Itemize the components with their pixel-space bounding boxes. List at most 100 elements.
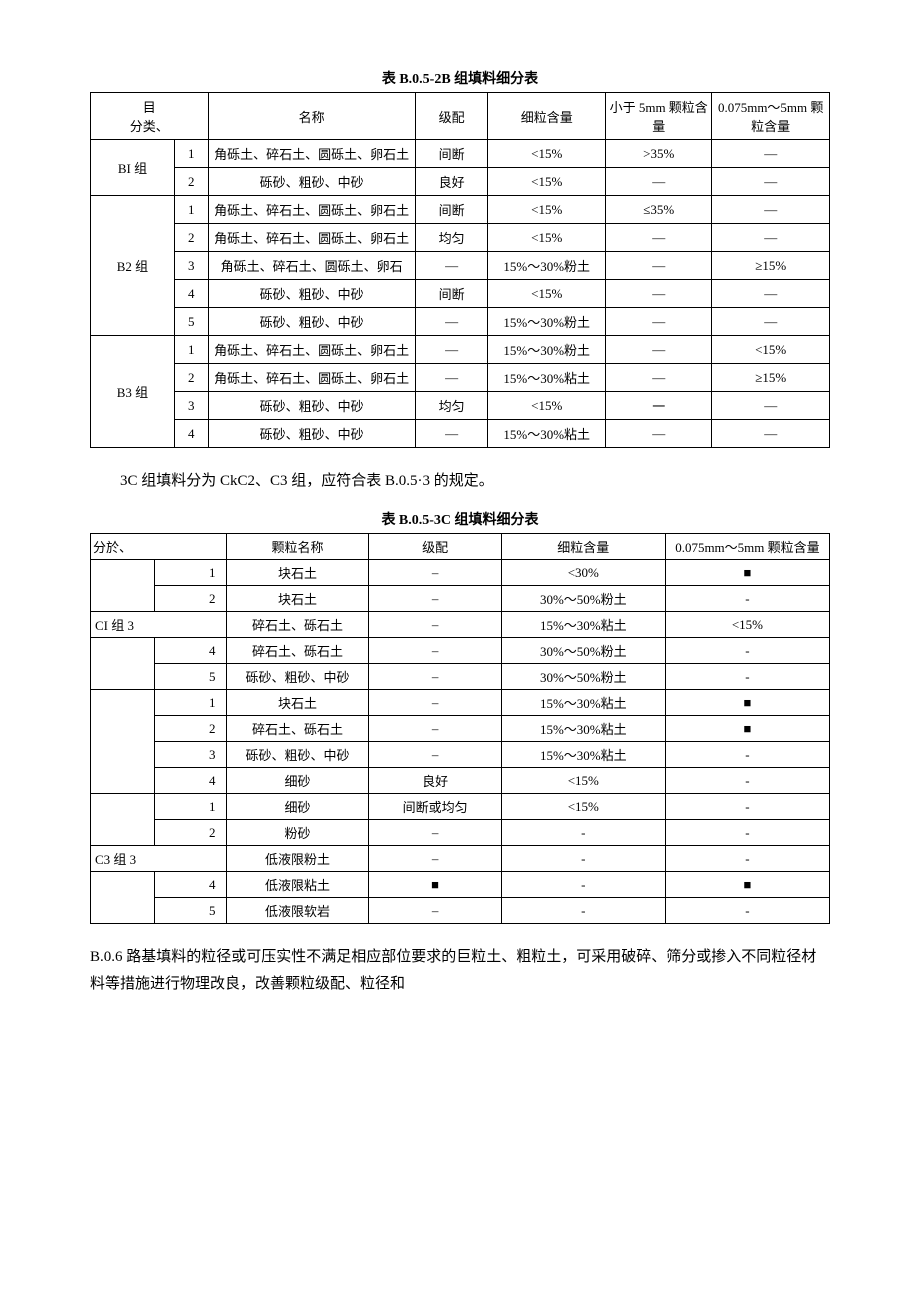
- table-row: 3 砾砂、粗砂、中砂 – 15%～30%粘土 -: [91, 742, 830, 768]
- cell: –: [369, 612, 501, 638]
- cell: —: [606, 308, 712, 336]
- table-row: 1 块石土 – 15%～30%粘土 ■: [91, 690, 830, 716]
- cell: 砾砂、粗砂、中砂: [226, 664, 369, 690]
- cell: 30%～50%粉土: [501, 638, 665, 664]
- table-b053c: 分於、 颗粒名称 级配 细粒含量 0.075mm～5mm 颗粒含量 1 块石土 …: [90, 533, 830, 924]
- cell: -: [665, 742, 829, 768]
- cell: <15%: [501, 794, 665, 820]
- table-row: 2 粉砂 – - -: [91, 820, 830, 846]
- cell: –: [369, 716, 501, 742]
- t2-h2: 颗粒名称: [226, 534, 369, 560]
- cell: 2: [154, 716, 226, 742]
- cell: —: [415, 364, 488, 392]
- cell: 1: [174, 336, 208, 364]
- cell: —: [712, 196, 830, 224]
- cell: 砾砂、粗砂、中砂: [208, 168, 415, 196]
- cell: 1: [154, 794, 226, 820]
- cell: —: [606, 336, 712, 364]
- t1-g2: B3 组: [91, 336, 175, 448]
- cell: 细砂: [226, 768, 369, 794]
- cell: 15%～30%粉土: [488, 308, 606, 336]
- table-row: 2 角砾土、碎石土、圆砾土、卵石土 均匀 <15% — —: [91, 224, 830, 252]
- cell: -: [665, 638, 829, 664]
- cell: 15%～30%粘土: [501, 716, 665, 742]
- cell: 角砾土、碎石土、圆砾土、卵石土: [208, 196, 415, 224]
- cell: <15%: [712, 336, 830, 364]
- cell: <15%: [488, 168, 606, 196]
- table-row: CI 组 3 碎石土、砾石土 – 15%～30%粘土 <15%: [91, 612, 830, 638]
- cell: 1: [174, 140, 208, 168]
- cell: –: [369, 898, 501, 924]
- table2-header-row: 分於、 颗粒名称 级配 细粒含量 0.075mm～5mm 颗粒含量: [91, 534, 830, 560]
- cell: 间断或均匀: [369, 794, 501, 820]
- table-row: 1 块石土 – <30% ■: [91, 560, 830, 586]
- cell: ■: [665, 872, 829, 898]
- cell: —: [606, 420, 712, 448]
- cell: —: [606, 364, 712, 392]
- cell: -: [665, 794, 829, 820]
- cell: 低液限粘土: [226, 872, 369, 898]
- table-row: 3 角砾土、碎石土、圆砾土、卵石 — 15%～30%粉土 — ≥15%: [91, 252, 830, 280]
- cell: —: [606, 168, 712, 196]
- t2-h3: 级配: [369, 534, 501, 560]
- table-row: 2 碎石土、砾石土 – 15%～30%粘土 ■: [91, 716, 830, 742]
- cell: —: [712, 420, 830, 448]
- cell: 碎石土、砾石土: [226, 612, 369, 638]
- cell: 5: [174, 308, 208, 336]
- cell: 角砾土、碎石土、圆砾土、卵石: [208, 252, 415, 280]
- cell: 细砂: [226, 794, 369, 820]
- cell: -: [665, 664, 829, 690]
- cell: <15%: [488, 196, 606, 224]
- table1-title: 表 B.0.5-2B 组填料细分表: [90, 68, 830, 88]
- cell: 块石土: [226, 690, 369, 716]
- cell: 15%～30%粘土: [501, 690, 665, 716]
- cell: 均匀: [415, 224, 488, 252]
- cell: 3: [154, 742, 226, 768]
- table-b052b: 目 分类、 名称 级配 细粒含量 小于 5mm 颗粒含量 0.075mm～5mm…: [90, 92, 830, 448]
- cell: 2: [174, 168, 208, 196]
- cell: 2: [154, 820, 226, 846]
- cell: <15%: [665, 612, 829, 638]
- cell: 角砾土、碎石土、圆砾土、卵石土: [208, 140, 415, 168]
- cell: –: [369, 820, 501, 846]
- cell: 粉砂: [226, 820, 369, 846]
- table-row: C3 组 3 低液限粉土 – - -: [91, 846, 830, 872]
- cell: 良好: [369, 768, 501, 794]
- cell: —: [712, 168, 830, 196]
- table-row: 3 砾砂、粗砂、中砂 均匀 <15% 一 —: [91, 392, 830, 420]
- table-row: 2 块石土 – 30%～50%粉土 -: [91, 586, 830, 612]
- cell: 5: [154, 898, 226, 924]
- cell: –: [369, 664, 501, 690]
- t1-g0: BI 组: [91, 140, 175, 196]
- cell: 4: [174, 420, 208, 448]
- table-row: 4 低液限粘土 ■ - ■: [91, 872, 830, 898]
- cell: —: [606, 224, 712, 252]
- cell: —: [415, 336, 488, 364]
- cell: —: [712, 140, 830, 168]
- cell: 碎石土、砾石土: [226, 638, 369, 664]
- cell: -: [665, 768, 829, 794]
- cell: 良好: [415, 168, 488, 196]
- t2-h1: 分於、: [91, 534, 227, 560]
- cell: 一: [606, 392, 712, 420]
- cell: 砾砂、粗砂、中砂: [208, 280, 415, 308]
- cell: 4: [154, 638, 226, 664]
- t1-h1: 目 分类、: [91, 93, 209, 140]
- cell: <15%: [488, 224, 606, 252]
- cell: -: [501, 872, 665, 898]
- table-row: 4 碎石土、砾石土 – 30%～50%粉土 -: [91, 638, 830, 664]
- cell: –: [369, 690, 501, 716]
- cell: 砾砂、粗砂、中砂: [208, 420, 415, 448]
- table-row: 4 细砂 良好 <15% -: [91, 768, 830, 794]
- t2-h4: 细粒含量: [501, 534, 665, 560]
- cell: 间断: [415, 140, 488, 168]
- cell: 块石土: [226, 586, 369, 612]
- footer-paragraph: B.0.6 路基填料的粒径或可压实性不满足相应部位要求的巨粒土、粗粒土，可采用破…: [90, 944, 830, 998]
- cell: 4: [154, 768, 226, 794]
- cell: 角砾土、碎石土、圆砾土、卵石土: [208, 364, 415, 392]
- cell: 2: [154, 586, 226, 612]
- table2-title: 表 B.0.5-3C 组填料细分表: [90, 509, 830, 529]
- cell: 角砾土、碎石土、圆砾土、卵石土: [208, 224, 415, 252]
- cell: 2: [174, 224, 208, 252]
- cell: 3: [174, 252, 208, 280]
